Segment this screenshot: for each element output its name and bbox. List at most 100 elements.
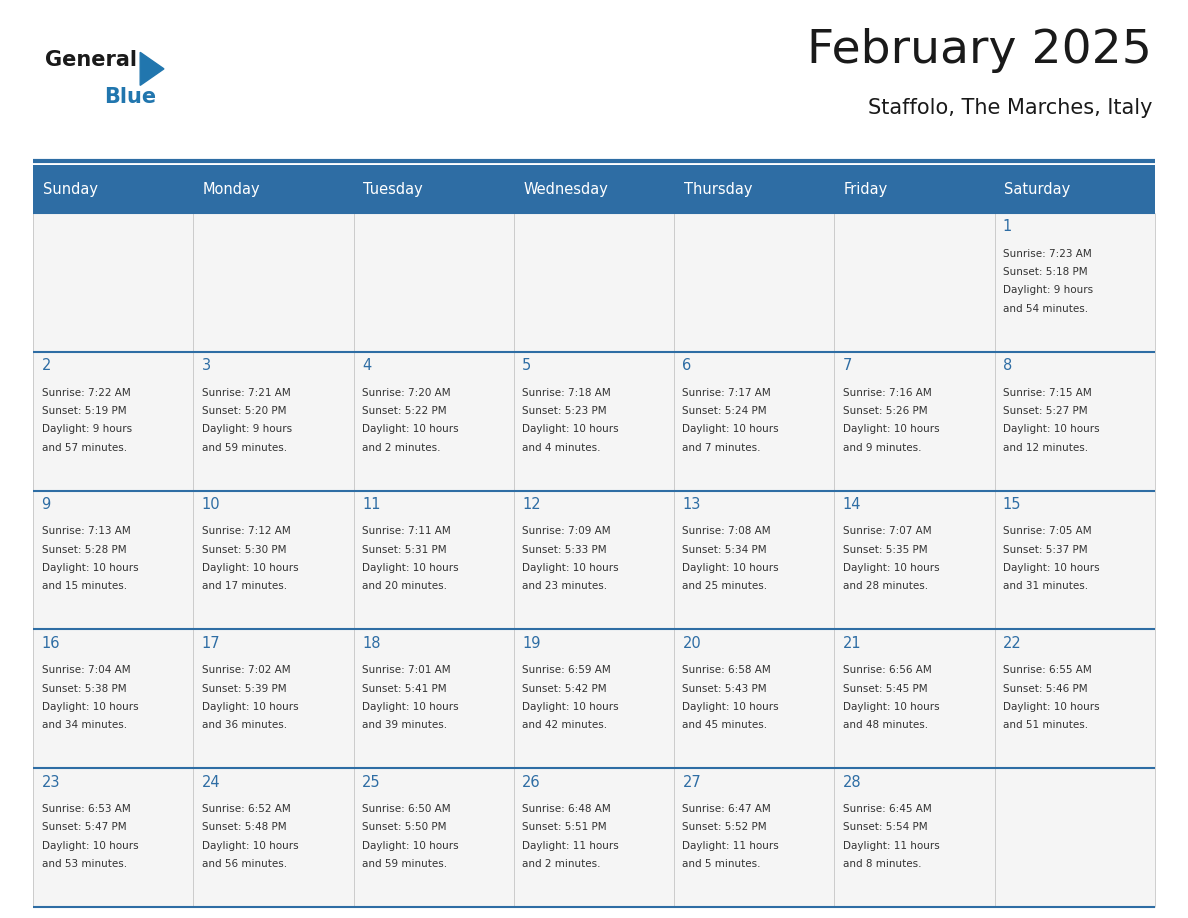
Text: Daylight: 10 hours: Daylight: 10 hours <box>202 702 298 711</box>
Text: and 48 minutes.: and 48 minutes. <box>842 721 928 730</box>
Text: Sunrise: 7:13 AM: Sunrise: 7:13 AM <box>42 526 131 536</box>
Text: Daylight: 10 hours: Daylight: 10 hours <box>1003 424 1099 434</box>
Text: and 36 minutes.: and 36 minutes. <box>202 721 287 730</box>
Text: Daylight: 10 hours: Daylight: 10 hours <box>523 702 619 711</box>
Text: Sunrise: 7:20 AM: Sunrise: 7:20 AM <box>362 387 450 397</box>
Text: 11: 11 <box>362 497 380 512</box>
Text: 19: 19 <box>523 636 541 651</box>
Text: Sunrise: 6:50 AM: Sunrise: 6:50 AM <box>362 804 450 814</box>
Bar <box>354 490 514 630</box>
Text: and 8 minutes.: and 8 minutes. <box>842 859 921 869</box>
Text: Sunrise: 7:21 AM: Sunrise: 7:21 AM <box>202 387 291 397</box>
Text: and 39 minutes.: and 39 minutes. <box>362 721 447 730</box>
Bar <box>194 768 354 907</box>
Text: 25: 25 <box>362 775 380 789</box>
Text: Sunrise: 6:45 AM: Sunrise: 6:45 AM <box>842 804 931 814</box>
Text: Staffolo, The Marches, Italy: Staffolo, The Marches, Italy <box>868 98 1152 118</box>
Text: 9: 9 <box>42 497 51 512</box>
Bar <box>674 630 834 768</box>
Text: Sunset: 5:52 PM: Sunset: 5:52 PM <box>682 823 767 833</box>
Text: Sunset: 5:42 PM: Sunset: 5:42 PM <box>523 684 607 693</box>
Text: 10: 10 <box>202 497 221 512</box>
Text: and 59 minutes.: and 59 minutes. <box>202 442 287 453</box>
Text: Daylight: 10 hours: Daylight: 10 hours <box>1003 702 1099 711</box>
Text: Sunset: 5:45 PM: Sunset: 5:45 PM <box>842 684 928 693</box>
Text: and 20 minutes.: and 20 minutes. <box>362 581 447 591</box>
Bar <box>834 630 994 768</box>
Bar <box>994 213 1155 352</box>
Text: Tuesday: Tuesday <box>364 182 423 196</box>
Text: Daylight: 10 hours: Daylight: 10 hours <box>362 841 459 851</box>
Text: Sunset: 5:43 PM: Sunset: 5:43 PM <box>682 684 767 693</box>
Text: and 15 minutes.: and 15 minutes. <box>42 581 127 591</box>
Text: Daylight: 10 hours: Daylight: 10 hours <box>1003 563 1099 573</box>
Text: Sunrise: 7:04 AM: Sunrise: 7:04 AM <box>42 666 131 675</box>
Text: and 51 minutes.: and 51 minutes. <box>1003 721 1088 730</box>
Bar <box>994 630 1155 768</box>
Text: Sunrise: 7:22 AM: Sunrise: 7:22 AM <box>42 387 131 397</box>
Bar <box>834 352 994 490</box>
Text: 13: 13 <box>682 497 701 512</box>
Bar <box>834 490 994 630</box>
Text: Saturday: Saturday <box>1004 182 1070 196</box>
Text: 15: 15 <box>1003 497 1022 512</box>
Text: and 42 minutes.: and 42 minutes. <box>523 721 607 730</box>
Bar <box>33 630 194 768</box>
Text: and 7 minutes.: and 7 minutes. <box>682 442 762 453</box>
Text: Sunrise: 7:12 AM: Sunrise: 7:12 AM <box>202 526 291 536</box>
Text: Daylight: 10 hours: Daylight: 10 hours <box>842 563 940 573</box>
Text: Sunset: 5:33 PM: Sunset: 5:33 PM <box>523 544 607 554</box>
Text: and 25 minutes.: and 25 minutes. <box>682 581 767 591</box>
Text: Daylight: 10 hours: Daylight: 10 hours <box>523 424 619 434</box>
Text: Sunrise: 7:01 AM: Sunrise: 7:01 AM <box>362 666 450 675</box>
Text: Daylight: 10 hours: Daylight: 10 hours <box>682 702 779 711</box>
Text: and 56 minutes.: and 56 minutes. <box>202 859 287 869</box>
Text: Sunset: 5:28 PM: Sunset: 5:28 PM <box>42 544 126 554</box>
Text: Wednesday: Wednesday <box>524 182 608 196</box>
Text: 12: 12 <box>523 497 541 512</box>
Bar <box>194 213 354 352</box>
Text: and 59 minutes.: and 59 minutes. <box>362 859 447 869</box>
Bar <box>514 352 674 490</box>
Text: Thursday: Thursday <box>683 182 752 196</box>
Text: Sunrise: 7:09 AM: Sunrise: 7:09 AM <box>523 526 611 536</box>
Bar <box>994 768 1155 907</box>
Bar <box>674 213 834 352</box>
Text: Sunrise: 6:47 AM: Sunrise: 6:47 AM <box>682 804 771 814</box>
Text: Sunset: 5:41 PM: Sunset: 5:41 PM <box>362 684 447 693</box>
Text: Sunset: 5:24 PM: Sunset: 5:24 PM <box>682 406 767 416</box>
Text: and 34 minutes.: and 34 minutes. <box>42 721 127 730</box>
Text: 17: 17 <box>202 636 221 651</box>
Text: Sunrise: 7:05 AM: Sunrise: 7:05 AM <box>1003 526 1092 536</box>
Text: 26: 26 <box>523 775 541 789</box>
Bar <box>354 213 514 352</box>
Bar <box>834 768 994 907</box>
Text: 22: 22 <box>1003 636 1022 651</box>
Text: Daylight: 10 hours: Daylight: 10 hours <box>42 841 138 851</box>
Bar <box>994 490 1155 630</box>
Text: Daylight: 11 hours: Daylight: 11 hours <box>523 841 619 851</box>
Text: 4: 4 <box>362 358 372 374</box>
Text: Sunrise: 7:16 AM: Sunrise: 7:16 AM <box>842 387 931 397</box>
Bar <box>33 490 194 630</box>
Bar <box>194 630 354 768</box>
Text: Sunday: Sunday <box>43 182 97 196</box>
Text: Daylight: 10 hours: Daylight: 10 hours <box>362 424 459 434</box>
Text: Daylight: 10 hours: Daylight: 10 hours <box>842 702 940 711</box>
Bar <box>194 490 354 630</box>
Text: 18: 18 <box>362 636 380 651</box>
Bar <box>354 630 514 768</box>
Text: and 31 minutes.: and 31 minutes. <box>1003 581 1088 591</box>
Text: Friday: Friday <box>843 182 889 196</box>
Text: Sunrise: 6:58 AM: Sunrise: 6:58 AM <box>682 666 771 675</box>
Text: Daylight: 10 hours: Daylight: 10 hours <box>523 563 619 573</box>
Text: and 23 minutes.: and 23 minutes. <box>523 581 607 591</box>
Text: and 5 minutes.: and 5 minutes. <box>682 859 762 869</box>
Text: Daylight: 11 hours: Daylight: 11 hours <box>682 841 779 851</box>
Text: and 12 minutes.: and 12 minutes. <box>1003 442 1088 453</box>
Text: Sunrise: 7:23 AM: Sunrise: 7:23 AM <box>1003 249 1092 259</box>
Text: 8: 8 <box>1003 358 1012 374</box>
Text: Sunset: 5:54 PM: Sunset: 5:54 PM <box>842 823 928 833</box>
Text: and 2 minutes.: and 2 minutes. <box>362 442 441 453</box>
Text: Daylight: 9 hours: Daylight: 9 hours <box>202 424 292 434</box>
